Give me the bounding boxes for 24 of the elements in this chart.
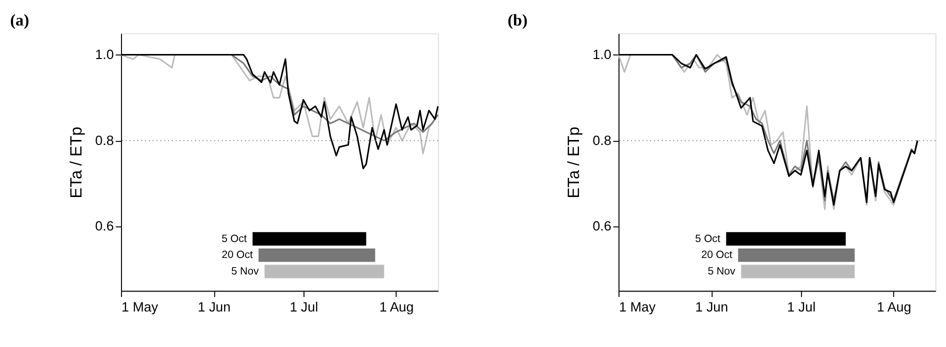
band-label: 20 Oct <box>222 249 253 262</box>
y-tick-label: 0.8 <box>95 132 114 148</box>
y-axis-title: ETa / ETp <box>565 126 584 198</box>
x-tick-label: 1 May <box>618 299 656 314</box>
band-label: 5 Nov <box>708 265 736 278</box>
y-tick-label: 0.6 <box>592 218 612 234</box>
y-tick-label: 0.8 <box>592 132 612 148</box>
chart-title: (a) <box>10 10 30 30</box>
x-tick-label: 1 Jun <box>695 299 728 314</box>
y-axis-title: ETa / ETp <box>68 126 86 198</box>
band-label: 5 Oct <box>695 232 720 245</box>
x-tick-label: 1 Jun <box>198 299 231 314</box>
y-tick-label: 0.6 <box>95 218 114 234</box>
x-tick-label: 1 Aug <box>379 299 414 314</box>
band-label: 5 Oct <box>222 232 247 245</box>
y-tick-label: 1.0 <box>592 47 612 62</box>
band-label: 20 Oct <box>701 249 732 262</box>
x-tick-label: 1 Aug <box>876 299 912 314</box>
x-tick-label: 1 May <box>121 299 158 314</box>
y-tick-label: 1.0 <box>95 47 114 62</box>
chart-title: (b) <box>508 10 528 30</box>
band-label: 5 Nov <box>231 265 260 278</box>
x-tick-label: 1 Jul <box>787 299 816 314</box>
x-tick-label: 1 Jul <box>290 299 318 314</box>
